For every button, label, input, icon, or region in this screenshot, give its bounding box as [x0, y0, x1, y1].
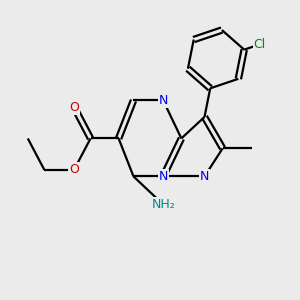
Text: N: N: [158, 94, 168, 107]
Text: O: O: [69, 100, 79, 114]
Text: NH₂: NH₂: [151, 198, 175, 211]
Text: N: N: [158, 170, 168, 183]
Text: Cl: Cl: [254, 38, 266, 51]
Text: N: N: [200, 170, 209, 183]
Text: O: O: [69, 163, 79, 176]
